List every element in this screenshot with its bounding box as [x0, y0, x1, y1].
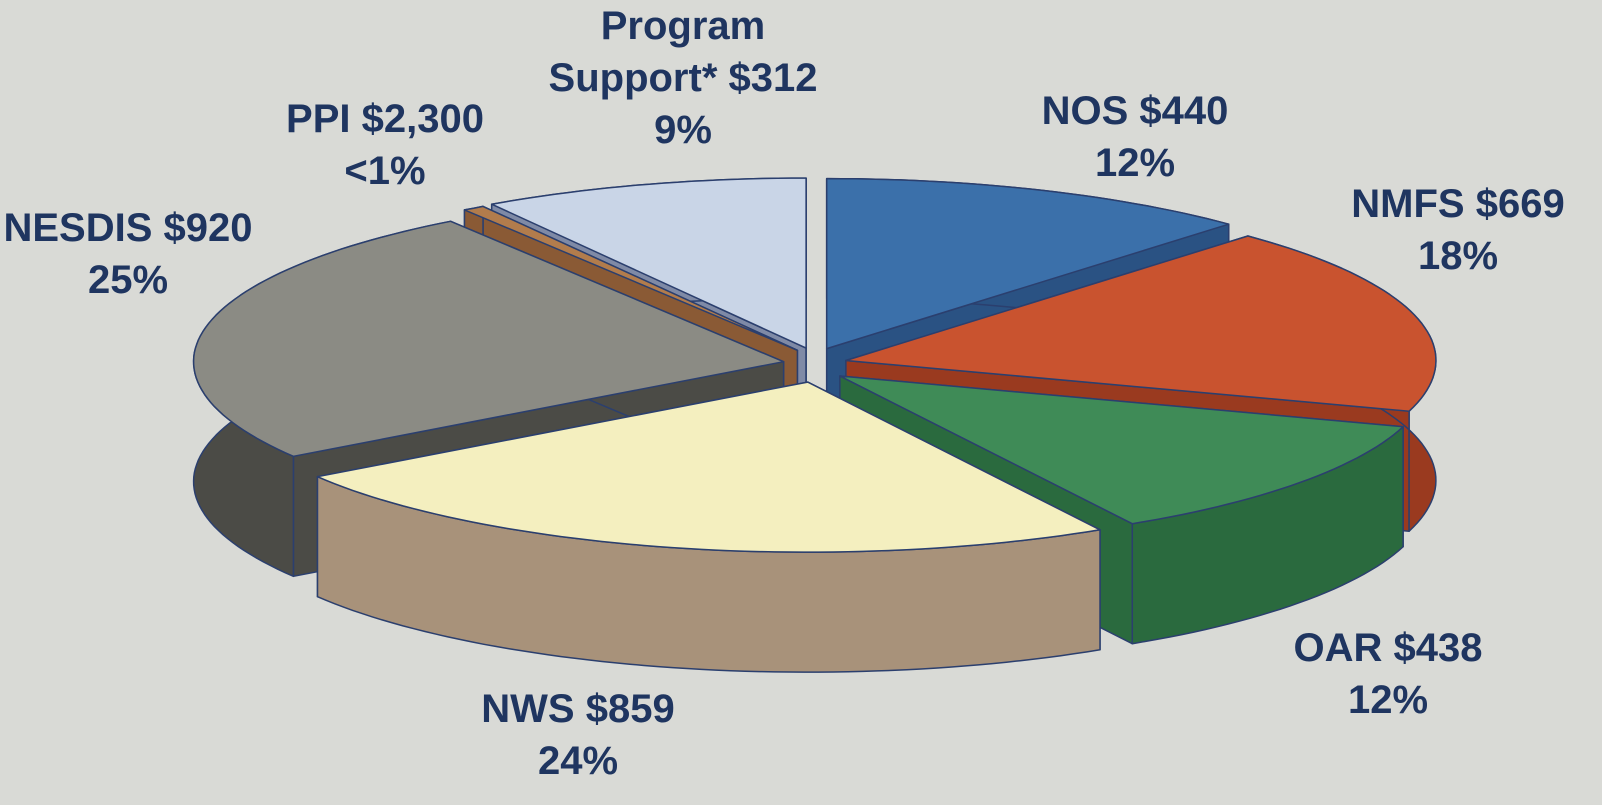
category-label: OAR $438 — [1293, 626, 1483, 670]
slice — [463, 205, 799, 352]
data-label: NMFS $669 18% — [1308, 178, 1602, 282]
data-label: OAR $438 12% — [1238, 622, 1538, 726]
value-label: 24% — [537, 739, 619, 783]
slice — [490, 177, 807, 349]
value-label: 12% — [1347, 678, 1429, 722]
data-label: NESDIS $920 25% — [0, 202, 278, 306]
slice — [839, 375, 1404, 525]
category-label: Program Support* $312 — [548, 4, 818, 100]
category-label: NWS $859 — [481, 687, 675, 731]
category-label: PPI $2,300 — [286, 97, 484, 141]
data-label: NWS $859 24% — [428, 683, 728, 787]
data-label: Program Support* $312 9% — [543, 0, 823, 156]
value-label: 12% — [1094, 141, 1176, 185]
category-label: NOS $440 — [1041, 89, 1229, 133]
slice — [316, 381, 1101, 553]
data-label: PPI $2,300 <1% — [235, 93, 535, 197]
value-label: 25% — [87, 258, 169, 302]
value-label: <1% — [344, 149, 426, 193]
slice — [845, 235, 1437, 412]
value-label: 9% — [654, 108, 712, 152]
category-label: NESDIS $920 — [3, 206, 253, 250]
slice — [825, 177, 1230, 350]
data-label: NOS $440 12% — [985, 85, 1285, 189]
slice — [192, 220, 785, 458]
category-label: NMFS $669 — [1351, 182, 1565, 226]
value-label: 18% — [1417, 234, 1499, 278]
